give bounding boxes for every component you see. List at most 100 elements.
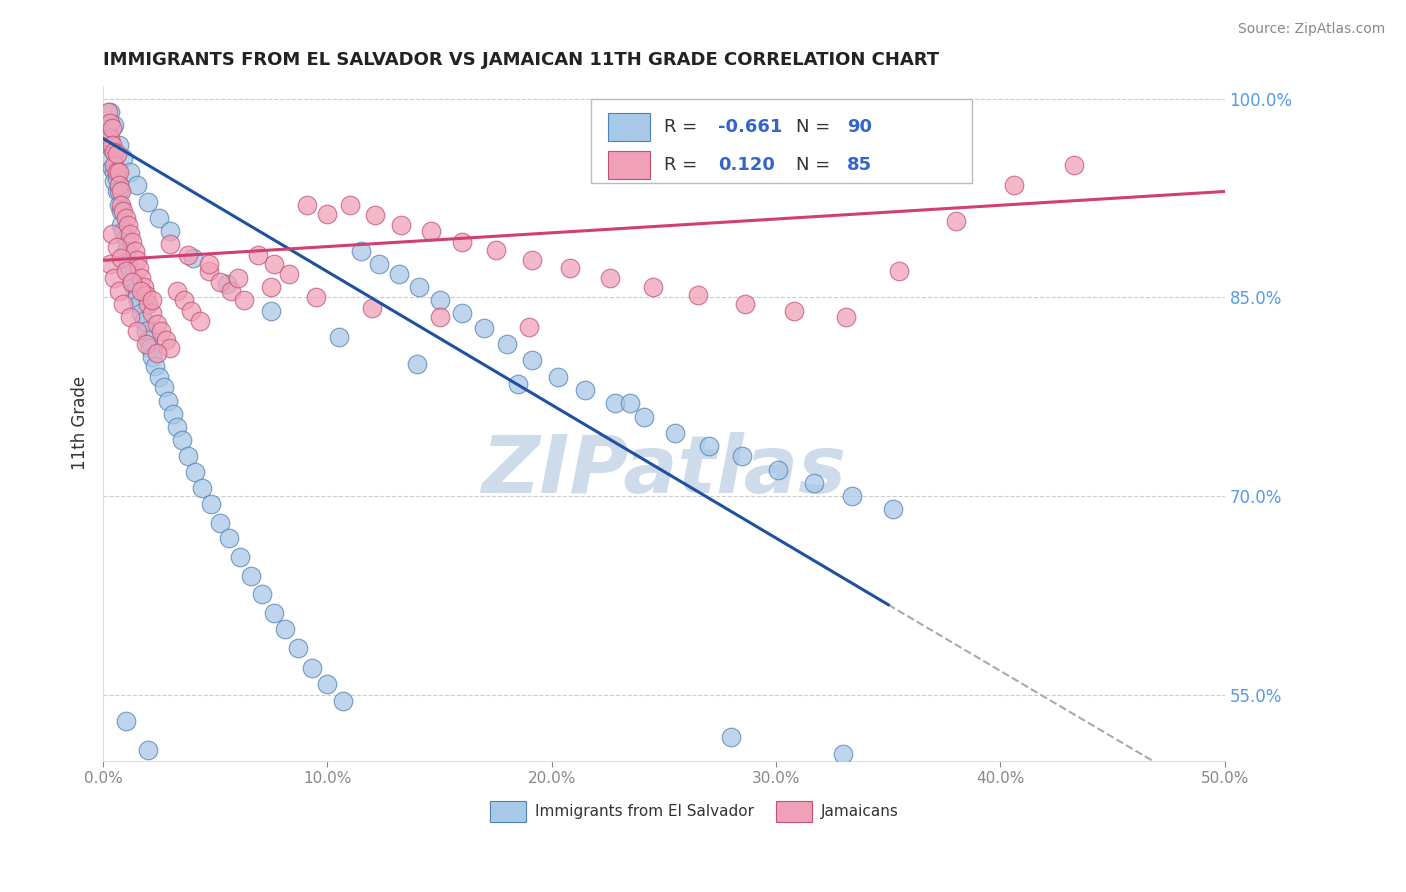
- Point: [159, 237, 181, 252]
- Point: [633, 409, 655, 424]
- Point: [328, 330, 350, 344]
- Point: [97, 105, 120, 120]
- Point: [124, 284, 146, 298]
- Point: [166, 284, 188, 298]
- Point: [485, 243, 508, 257]
- Point: [112, 297, 135, 311]
- Point: [803, 475, 825, 490]
- Point: [128, 261, 150, 276]
- Point: [240, 568, 263, 582]
- Point: [105, 171, 128, 186]
- Point: [146, 317, 169, 331]
- Text: 0.120: 0.120: [717, 156, 775, 174]
- Text: -0.661: -0.661: [717, 118, 782, 136]
- Point: [361, 301, 384, 315]
- Point: [547, 370, 569, 384]
- Point: [260, 280, 283, 294]
- Point: [101, 161, 124, 175]
- Point: [734, 297, 756, 311]
- Point: [197, 264, 219, 278]
- Point: [208, 516, 231, 530]
- Point: [114, 714, 136, 729]
- Point: [419, 224, 441, 238]
- Point: [118, 310, 141, 325]
- Point: [124, 244, 146, 258]
- Point: [114, 231, 136, 245]
- Point: [350, 244, 373, 258]
- Point: [200, 497, 222, 511]
- Point: [108, 197, 131, 211]
- Point: [103, 164, 125, 178]
- Point: [517, 319, 540, 334]
- Point: [146, 346, 169, 360]
- Point: [103, 118, 125, 132]
- Point: [101, 138, 124, 153]
- Point: [832, 747, 855, 762]
- Point: [159, 224, 181, 238]
- Point: [125, 324, 148, 338]
- Point: [316, 677, 339, 691]
- Point: [121, 275, 143, 289]
- Point: [135, 324, 157, 338]
- Point: [114, 211, 136, 225]
- Point: [108, 185, 131, 199]
- Point: [664, 425, 686, 440]
- Point: [98, 105, 121, 120]
- Point: [391, 218, 413, 232]
- FancyBboxPatch shape: [607, 112, 651, 141]
- Point: [263, 257, 285, 271]
- Point: [173, 293, 195, 307]
- Point: [152, 380, 174, 394]
- Point: [841, 489, 863, 503]
- Point: [252, 587, 274, 601]
- Point: [105, 164, 128, 178]
- Y-axis label: 11th Grade: 11th Grade: [72, 376, 89, 470]
- Point: [118, 264, 141, 278]
- Point: [128, 297, 150, 311]
- Point: [218, 532, 240, 546]
- Point: [110, 218, 132, 232]
- Point: [363, 208, 385, 222]
- Point: [184, 465, 207, 479]
- Text: N =: N =: [796, 156, 837, 174]
- Point: [520, 253, 543, 268]
- Point: [226, 270, 249, 285]
- Point: [105, 147, 128, 161]
- Point: [508, 376, 530, 391]
- Point: [136, 297, 159, 311]
- Point: [558, 261, 581, 276]
- Point: [287, 641, 309, 656]
- Point: [339, 197, 361, 211]
- Text: Jamaicans: Jamaicans: [821, 804, 898, 819]
- Point: [110, 185, 132, 199]
- FancyBboxPatch shape: [491, 801, 526, 822]
- Point: [108, 138, 131, 153]
- Point: [112, 152, 135, 166]
- Text: 85: 85: [846, 156, 872, 174]
- Point: [882, 502, 904, 516]
- Point: [148, 211, 170, 225]
- Point: [157, 393, 180, 408]
- Point: [720, 730, 742, 744]
- Point: [105, 240, 128, 254]
- Point: [246, 248, 269, 262]
- Point: [686, 287, 709, 301]
- Point: [141, 306, 163, 320]
- Point: [1002, 178, 1025, 192]
- Point: [297, 197, 319, 211]
- Point: [451, 235, 474, 249]
- Point: [136, 195, 159, 210]
- Point: [108, 284, 131, 298]
- Point: [162, 407, 184, 421]
- Point: [118, 227, 141, 241]
- Point: [641, 280, 664, 294]
- Point: [98, 115, 121, 129]
- Text: R =: R =: [664, 118, 703, 136]
- Text: 90: 90: [846, 118, 872, 136]
- Point: [603, 396, 626, 410]
- Point: [496, 336, 519, 351]
- Point: [278, 267, 301, 281]
- Point: [121, 235, 143, 249]
- Point: [103, 174, 125, 188]
- Point: [108, 178, 131, 192]
